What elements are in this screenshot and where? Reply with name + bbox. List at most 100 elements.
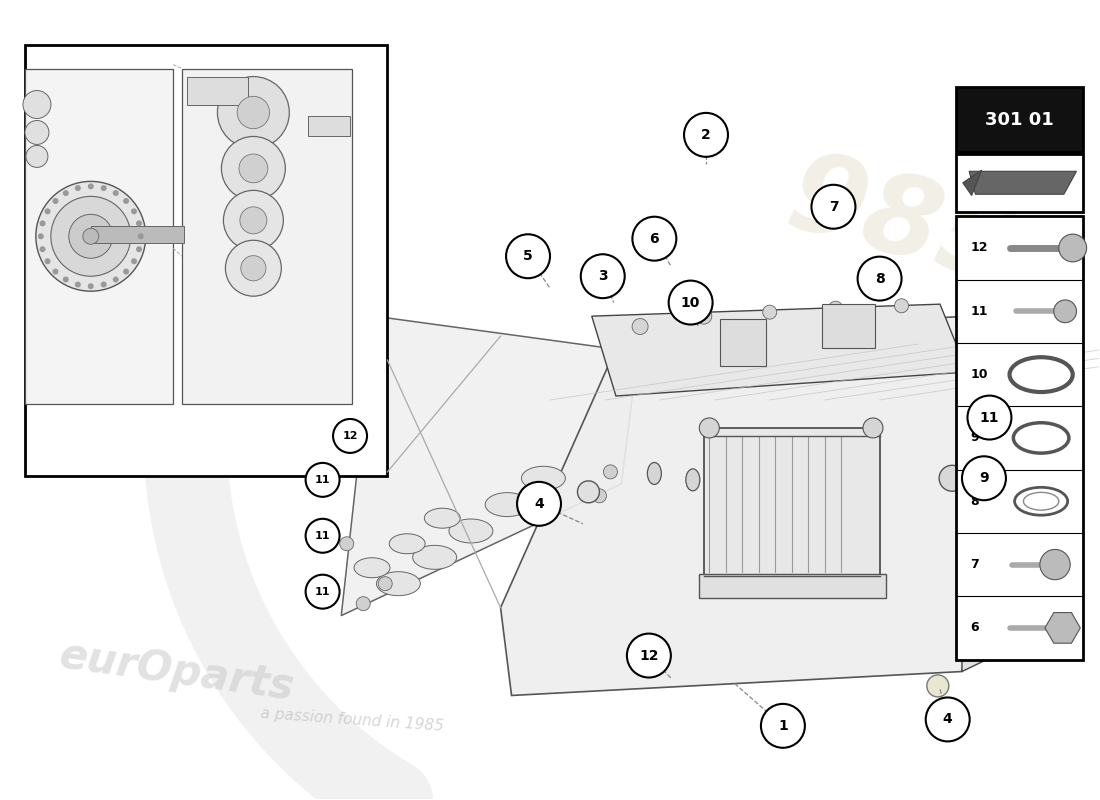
Bar (957, 216, 1082, 659)
Text: 7: 7 (970, 558, 979, 571)
Circle shape (69, 214, 113, 258)
Circle shape (53, 269, 58, 274)
Bar (700, 574, 887, 598)
Circle shape (40, 246, 45, 252)
Circle shape (63, 277, 69, 282)
Ellipse shape (648, 462, 661, 485)
Bar (308, 117, 350, 137)
Circle shape (939, 466, 965, 491)
Circle shape (969, 542, 988, 561)
Circle shape (969, 590, 988, 609)
Circle shape (669, 281, 713, 325)
Circle shape (241, 256, 266, 281)
Circle shape (123, 198, 129, 204)
Text: 11: 11 (980, 410, 999, 425)
Text: 6: 6 (970, 622, 979, 634)
Polygon shape (969, 171, 1077, 194)
Polygon shape (1045, 613, 1080, 643)
Circle shape (306, 518, 340, 553)
Circle shape (578, 481, 600, 503)
Text: 7: 7 (828, 200, 838, 214)
Circle shape (1040, 550, 1070, 580)
Circle shape (75, 185, 81, 191)
Text: 6: 6 (650, 232, 659, 246)
Circle shape (136, 220, 142, 226)
Text: 12: 12 (342, 431, 358, 441)
Circle shape (632, 217, 676, 261)
Bar (182, 69, 352, 404)
Text: 2: 2 (701, 128, 711, 142)
Circle shape (131, 208, 138, 214)
Circle shape (812, 185, 856, 229)
Circle shape (761, 704, 805, 748)
Ellipse shape (412, 546, 456, 570)
Circle shape (40, 220, 45, 226)
Circle shape (240, 207, 267, 234)
Text: 1: 1 (778, 719, 788, 733)
Bar (957, 154, 1082, 211)
Circle shape (1059, 234, 1087, 262)
Circle shape (506, 234, 550, 278)
Circle shape (926, 698, 970, 742)
Text: 11: 11 (970, 305, 988, 318)
Circle shape (517, 482, 561, 526)
Circle shape (969, 351, 988, 369)
Circle shape (51, 196, 131, 276)
Circle shape (1054, 300, 1077, 322)
Circle shape (82, 228, 99, 244)
Circle shape (969, 447, 988, 465)
Circle shape (306, 463, 340, 497)
Text: 301 01: 301 01 (986, 110, 1054, 129)
Circle shape (356, 597, 371, 610)
Bar (25, 45, 387, 476)
Text: 4: 4 (535, 497, 543, 511)
Circle shape (101, 185, 107, 191)
Ellipse shape (521, 466, 565, 490)
Circle shape (26, 146, 48, 167)
Text: 5: 5 (524, 250, 532, 263)
Circle shape (63, 190, 69, 196)
Text: 11: 11 (315, 475, 330, 485)
Text: 9: 9 (979, 471, 989, 486)
Circle shape (221, 137, 285, 200)
Ellipse shape (425, 508, 460, 528)
Text: 8: 8 (970, 494, 979, 508)
Circle shape (136, 246, 142, 252)
Circle shape (131, 258, 138, 264)
Circle shape (581, 254, 625, 298)
Circle shape (927, 675, 949, 697)
Circle shape (969, 399, 988, 417)
Circle shape (36, 182, 145, 291)
Circle shape (88, 283, 94, 289)
Text: 11: 11 (315, 586, 330, 597)
Bar (91, 226, 184, 243)
Circle shape (864, 418, 883, 438)
Circle shape (378, 577, 393, 590)
Polygon shape (962, 300, 994, 671)
Text: 8: 8 (874, 272, 884, 286)
Ellipse shape (685, 469, 700, 491)
Text: 3: 3 (598, 270, 607, 283)
Circle shape (894, 298, 909, 313)
Ellipse shape (354, 558, 390, 578)
Circle shape (340, 537, 354, 550)
Circle shape (226, 240, 282, 296)
Circle shape (88, 183, 94, 190)
Text: 985: 985 (776, 142, 1027, 306)
Ellipse shape (544, 488, 556, 504)
Circle shape (627, 634, 671, 678)
Circle shape (762, 305, 777, 319)
Circle shape (113, 190, 119, 196)
Circle shape (238, 96, 270, 129)
Text: 12: 12 (970, 242, 988, 254)
Circle shape (306, 574, 340, 609)
Circle shape (962, 456, 1005, 500)
Circle shape (218, 77, 289, 149)
Bar (187, 77, 248, 105)
Ellipse shape (389, 534, 426, 554)
Text: 10: 10 (681, 295, 701, 310)
Polygon shape (592, 304, 968, 396)
Circle shape (684, 113, 728, 157)
Circle shape (25, 121, 48, 145)
Ellipse shape (376, 572, 420, 596)
